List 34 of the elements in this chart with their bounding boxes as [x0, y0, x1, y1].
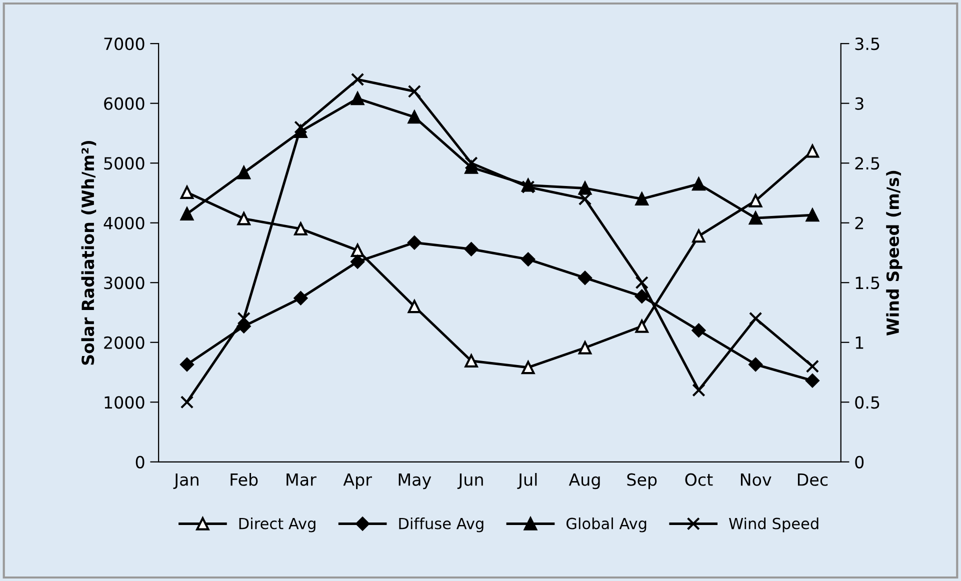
x-tick-label: Apr	[343, 474, 372, 490]
y-tick-label: 3000	[104, 276, 144, 290]
x-tick-label: Jan	[173, 474, 198, 490]
y-tick-label: 5000	[104, 157, 144, 170]
x-tick-label: Aug	[568, 474, 600, 490]
x-tick-label: Jun	[457, 474, 483, 490]
y2-tick-label: 0	[855, 456, 864, 468]
y-tick-label: 1000	[104, 396, 144, 409]
y-axis-title: Solar Radiation (Wh/m²)	[81, 140, 96, 365]
x-tick-label: Jul	[517, 473, 537, 490]
legend-label: Global Avg	[566, 517, 646, 532]
y2-tick-label: 1.5	[856, 276, 880, 290]
y-tick-label: 6000	[104, 97, 144, 110]
y2-tick-label: 2.5	[855, 157, 880, 170]
y2-axis-title: Wind Speed (m/s)	[886, 170, 902, 336]
x-tick-label: Feb	[230, 473, 258, 486]
y-tick-label: 4000	[104, 216, 144, 230]
x-tick-label: May	[398, 474, 432, 490]
y2-tick-label: 1	[856, 336, 864, 349]
x-tick-label: Nov	[740, 474, 772, 486]
x-tick-label: Mar	[286, 474, 316, 486]
legend-label: Direct Avg	[239, 517, 316, 532]
y2-tick-label: 3	[855, 97, 864, 110]
y-tick-label: 0	[136, 456, 144, 468]
y2-tick-label: 3.5	[855, 38, 880, 50]
x-tick-label: Sep	[627, 473, 657, 490]
x-tick-label: Oct	[685, 473, 713, 486]
y2-tick-label: 0.5	[855, 396, 880, 409]
y2-tick-label: 2	[855, 216, 864, 230]
y-tick-label: 7000	[104, 38, 144, 50]
x-tick-label: Dec	[798, 474, 828, 486]
y-tick-label: 2000	[104, 336, 144, 349]
legend-label: Wind Speed	[729, 517, 818, 532]
legend-label: Diffuse Avg	[399, 517, 484, 532]
